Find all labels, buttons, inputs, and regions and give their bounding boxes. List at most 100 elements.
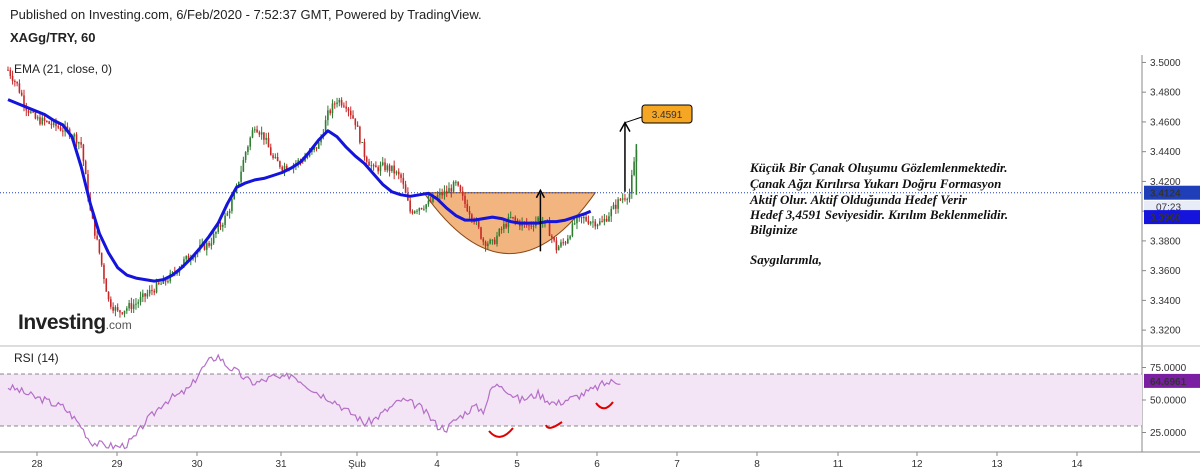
candle-body: [514, 217, 517, 221]
candle-body: [317, 142, 320, 149]
candle-body: [500, 228, 503, 230]
candle-body: [75, 134, 78, 144]
candle-body: [482, 238, 485, 242]
candle-body: [413, 211, 416, 214]
time-tick-label: 13: [991, 459, 1003, 470]
candle-body: [185, 255, 188, 260]
candle-body: [464, 195, 466, 204]
candle-body: [379, 164, 382, 172]
ema-line: [7, 98, 592, 283]
candle-body: [553, 237, 555, 241]
rsi-value-badge-bg: [1144, 373, 1200, 388]
candle-body: [11, 75, 14, 82]
time-tick-label: Şub: [348, 459, 366, 470]
candle-body: [347, 108, 350, 111]
candle-body: [427, 200, 430, 205]
candle-body: [386, 165, 389, 171]
candle-body: [621, 198, 624, 200]
candle-body: [585, 216, 587, 221]
candle-body: [487, 243, 489, 247]
cup-arrow-head: [535, 188, 546, 199]
candle-body: [205, 242, 208, 250]
candle-body: [274, 156, 277, 158]
candle-body: [333, 103, 336, 105]
candle-body: [187, 255, 190, 261]
candle-body: [605, 218, 608, 222]
candle-body: [269, 147, 272, 156]
candle-body: [532, 225, 535, 227]
candle-body: [231, 199, 233, 212]
candle-body: [263, 132, 265, 140]
candle-body: [368, 161, 370, 166]
candle-body: [409, 200, 411, 212]
candle-body: [624, 198, 626, 200]
candle-body: [30, 111, 32, 113]
candle-body: [562, 242, 565, 244]
rsi-dip-mark-3: [595, 401, 614, 410]
candle-body: [276, 156, 279, 162]
candle-body: [155, 282, 158, 293]
candle-body: [466, 203, 469, 212]
price-tick-label: 3.4400: [1150, 147, 1181, 158]
time-tick-label: 8: [754, 459, 760, 470]
candle-body: [96, 235, 98, 240]
candle-body: [16, 81, 18, 84]
rsi-tick-label: 75.0000: [1150, 363, 1187, 374]
candle-body: [370, 165, 373, 167]
candle-body: [221, 224, 224, 227]
candle-body: [530, 225, 533, 227]
candle-body: [587, 220, 590, 224]
candle-body: [477, 220, 480, 228]
candle-body: [443, 190, 446, 196]
candle-body: [361, 142, 363, 144]
candle-body: [599, 221, 601, 225]
rsi-band: [0, 374, 1142, 426]
time-tick-label: 12: [911, 459, 923, 470]
price-tick-label: 3.3400: [1150, 296, 1181, 307]
symbol-title: XAGg/TRY, 60: [10, 30, 96, 45]
candle-body: [23, 95, 25, 106]
candle-body: [404, 184, 407, 194]
candle-body: [484, 241, 487, 247]
candle-body: [237, 181, 240, 186]
candle-body: [267, 137, 270, 148]
candle-body: [132, 304, 135, 309]
candle-body: [203, 243, 206, 250]
rsi-line: [7, 353, 621, 450]
last-price-badge: 3.4124: [1150, 189, 1181, 200]
candle-body: [50, 123, 53, 125]
candle-body: [448, 188, 450, 193]
candle-body: [20, 92, 23, 96]
candle-body: [62, 130, 64, 132]
candle-body: [397, 171, 400, 175]
candle-body: [87, 174, 89, 198]
candle-body: [555, 240, 558, 251]
price-tick-label: 3.3800: [1150, 236, 1181, 247]
candle-body: [123, 310, 126, 314]
candle-body: [242, 159, 245, 172]
last-price-badge-bg: [1144, 185, 1200, 200]
candle-body: [258, 132, 261, 135]
candle-body: [567, 238, 569, 244]
candle-body: [352, 115, 354, 119]
candles-group: [7, 66, 638, 318]
candle-body: [400, 174, 402, 178]
candle-body: [505, 224, 507, 228]
candle-body: [608, 216, 610, 222]
candle-body: [107, 291, 110, 300]
candle-body: [475, 220, 478, 222]
candle-body: [308, 152, 311, 157]
candle-body: [375, 165, 377, 168]
candle-body: [27, 110, 30, 113]
candle-body: [560, 242, 562, 247]
candle-body: [548, 221, 551, 236]
time-tick-label: 14: [1071, 459, 1083, 470]
candle-body: [436, 195, 439, 199]
candle-body: [215, 231, 217, 234]
candle-body: [265, 137, 268, 140]
candle-body: [73, 134, 76, 137]
candle-body: [391, 165, 393, 172]
candle-body: [171, 272, 174, 274]
candle-body: [226, 213, 229, 216]
